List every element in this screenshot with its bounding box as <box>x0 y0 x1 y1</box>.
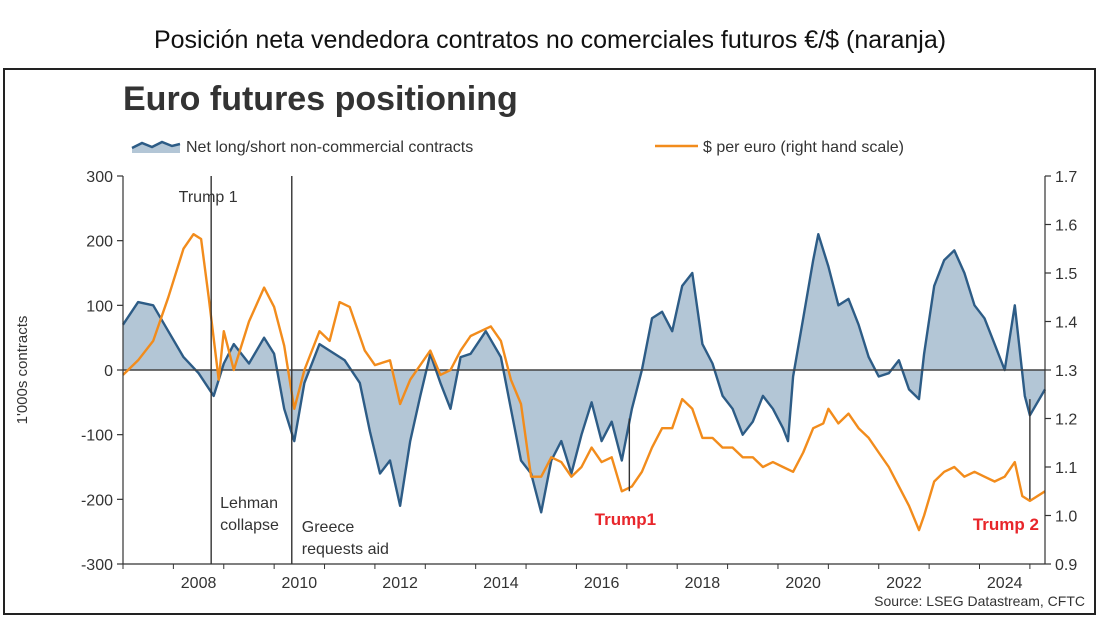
annotation-trump-2-red: Trump 2 <box>973 515 1039 534</box>
x-tick-label: 2024 <box>987 575 1023 592</box>
net-positioning-line <box>122 233 1047 514</box>
legend-label-usd: $ per euro (right hand scale) <box>703 139 904 156</box>
y-tick-label: 200 <box>86 234 113 251</box>
chart-title: Euro futures positioning <box>123 80 518 118</box>
page-caption: Posición neta vendedora contratos no com… <box>153 26 947 54</box>
annotation-greece-requests-aid: Greece requests aid <box>302 519 389 558</box>
y2-tick-label: 1.3 <box>1055 363 1077 380</box>
y-tick-label: -200 <box>81 492 113 509</box>
y-tick-label: 0 <box>104 363 113 380</box>
y-tick-label: -100 <box>81 428 113 445</box>
y2-tick-label: 1.4 <box>1055 315 1077 332</box>
legend: Net long/short non-commercial contracts … <box>131 139 904 156</box>
legend-label-net: Net long/short non-commercial contracts <box>186 139 473 156</box>
annotation-lehman-collapse: Lehman collapse <box>220 495 279 534</box>
x-tick-label: 2016 <box>584 575 620 592</box>
usd-per-euro-line <box>122 233 1046 532</box>
y2-tick-label: 1.1 <box>1055 460 1077 477</box>
legend-net-swatch <box>131 140 181 153</box>
y-tick-label: -300 <box>81 557 113 574</box>
x-tick-label: 2012 <box>382 575 418 592</box>
net-positioning-area <box>123 234 1045 513</box>
y2-tick-label: 1.0 <box>1055 509 1077 526</box>
x-tick-label: 2008 <box>181 575 217 592</box>
x-tick-label: 2020 <box>785 575 821 592</box>
y2-tick-label: 1.5 <box>1055 266 1077 283</box>
x-tick-label: 2018 <box>685 575 721 592</box>
y2-tick-label: 1.6 <box>1055 218 1077 235</box>
y2-tick-label: 1.2 <box>1055 412 1077 429</box>
y-tick-label: 300 <box>86 169 113 186</box>
x-tick-label: 2010 <box>282 575 318 592</box>
chart-svg: Euro futures positioning Net long/short … <box>14 80 1085 609</box>
y2-tick-label: 0.9 <box>1055 557 1077 574</box>
y2-tick-label: 1.7 <box>1055 169 1077 186</box>
y-tick-label: 100 <box>86 298 113 315</box>
annotation-trump-1: Trump 1 <box>179 189 238 206</box>
x-tick-label: 2014 <box>483 575 519 592</box>
chart-frame: Euro futures positioning Net long/short … <box>3 68 1096 615</box>
annotation-trump1-red: Trump1 <box>595 510 656 529</box>
source-note: Source: LSEG Datastream, CFTC <box>874 593 1085 609</box>
y-axis-label: 1'000s contracts <box>14 316 31 425</box>
x-tick-label: 2022 <box>886 575 922 592</box>
